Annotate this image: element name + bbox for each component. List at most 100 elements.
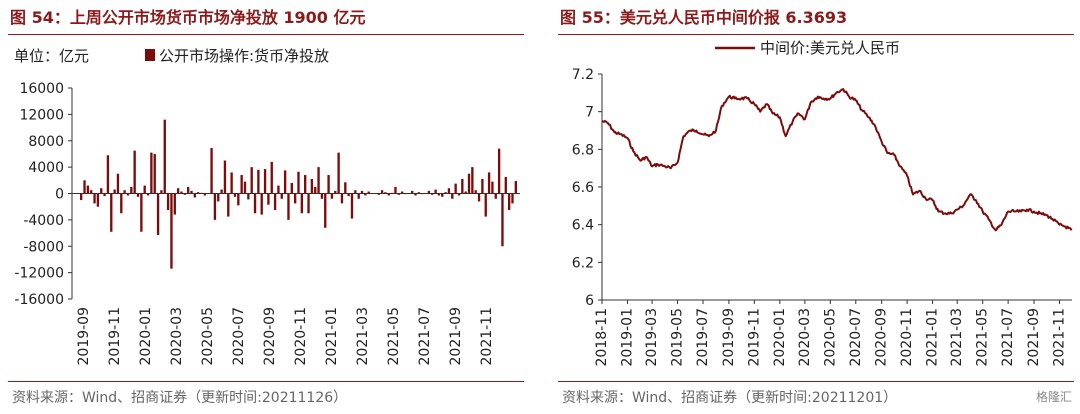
left-bar <box>431 193 434 195</box>
left-bar <box>464 191 467 194</box>
left-bar <box>80 193 83 201</box>
left-bar <box>310 178 314 194</box>
left-bar <box>126 193 130 196</box>
right-x-tick-label: 2019-11 <box>746 308 762 367</box>
right-x-tick-label: 2021-03 <box>949 308 965 367</box>
right-y-tick-label: 6.6 <box>572 180 594 196</box>
left-bar <box>150 152 153 194</box>
left-bar <box>207 193 210 194</box>
left-bar <box>170 193 173 269</box>
left-bar <box>394 186 397 194</box>
left-bar <box>233 193 237 197</box>
left-x-tick-label: 2021-11 <box>479 307 495 366</box>
left-source-text: 资料来源：Wind、招商证券（更新时间:20211126） <box>12 390 348 406</box>
left-x-tick-label: 2020-09 <box>262 307 278 366</box>
left-bar <box>507 193 511 210</box>
left-bar <box>327 175 330 194</box>
left-bar <box>163 119 166 194</box>
right-x-tick-label: 2021-05 <box>975 308 991 367</box>
left-x-tick-label: 2021-09 <box>448 307 464 366</box>
left-bar <box>260 193 263 215</box>
left-bar <box>497 148 501 194</box>
left-bar <box>484 193 487 217</box>
left-bar <box>146 193 150 196</box>
left-bar <box>140 193 143 232</box>
left-bar <box>176 188 180 194</box>
left-bar <box>96 193 100 207</box>
left-bar <box>273 193 277 210</box>
right-x-tick-label: 2019-07 <box>695 308 711 367</box>
left-bar <box>86 185 90 194</box>
left-x-tick-label: 2020-05 <box>200 307 216 366</box>
left-y-tick-label: -8000 <box>23 239 64 255</box>
left-bar <box>504 177 507 194</box>
left-bar <box>243 181 247 194</box>
left-bar <box>160 190 163 194</box>
left-x-tick-label: 2021-07 <box>417 307 433 366</box>
left-bar <box>197 192 200 194</box>
left-bar <box>113 189 116 194</box>
left-y-tick-label: -16000 <box>14 292 64 308</box>
right-x-tick-label: 2021-11 <box>1051 308 1067 367</box>
left-bar <box>474 190 477 194</box>
left-bar <box>314 186 317 194</box>
left-x-tick-label: 2020-01 <box>138 307 154 366</box>
left-source-rule <box>8 381 524 382</box>
left-bar <box>230 172 233 194</box>
left-bar <box>340 193 344 204</box>
left-y-tick-label: 8000 <box>28 134 64 150</box>
left-bar <box>227 193 230 217</box>
left-bar <box>330 193 334 199</box>
left-bar <box>213 193 217 220</box>
left-bar <box>120 193 123 214</box>
left-bar <box>283 170 287 194</box>
left-legend-label: 公开市场操作:货币净投放 <box>159 47 329 65</box>
left-bar <box>257 169 260 194</box>
left-bar <box>434 189 437 194</box>
left-bar <box>223 160 227 194</box>
right-x-tick-label: 2019-09 <box>721 308 737 367</box>
left-bar <box>293 193 297 204</box>
left-bar <box>427 190 431 194</box>
left-bar <box>400 191 404 194</box>
right-y-tick-label: 7.2 <box>572 67 594 83</box>
left-bar <box>411 190 414 194</box>
left-bar <box>297 171 300 194</box>
left-bar <box>130 186 133 194</box>
right-x-tick-label: 2018-11 <box>594 308 610 367</box>
left-bar <box>287 193 290 220</box>
left-bar <box>324 193 327 228</box>
left-y-tick-label: 4000 <box>28 160 64 176</box>
right-panel: 图 55：美元兑人民币中间价报 6.3693 中间价:美元兑人民币 7.2 7 6.8… <box>550 0 1080 414</box>
left-bar <box>280 193 283 199</box>
left-bar <box>354 190 357 194</box>
left-bar <box>467 173 471 194</box>
left-unit-label: 单位：亿元 <box>14 47 89 65</box>
right-source-text: 资料来源：Wind、招商证券（更新时间:20211201） <box>562 390 898 406</box>
left-bar <box>337 152 340 194</box>
left-bar <box>83 180 86 194</box>
left-x-tick-label: 2019-11 <box>107 307 123 366</box>
right-x-tick-label: 2020-09 <box>874 308 890 367</box>
left-bar <box>491 181 494 194</box>
left-bar <box>136 193 140 197</box>
left-bar <box>441 193 444 197</box>
right-x-tick-label: 2020-11 <box>899 308 915 367</box>
left-y-tick-label: -4000 <box>23 213 64 229</box>
left-bar <box>404 193 407 195</box>
right-title-rule <box>558 34 1074 35</box>
right-x-tick-label: 2020-01 <box>772 308 788 367</box>
left-bar <box>514 180 517 194</box>
left-x-tick-label: 2021-03 <box>355 307 371 366</box>
left-bar <box>220 189 223 194</box>
left-panel: 图 54：上周公开市场货币市场净投放 1900 亿元 单位：亿元 公开市场操作:货… <box>0 0 530 414</box>
left-bar <box>380 190 384 194</box>
right-x-tick-label: 2020-07 <box>848 308 864 367</box>
left-bar <box>334 190 337 194</box>
left-x-tick-label: 2021-01 <box>324 307 340 366</box>
left-legend-swatch <box>145 49 155 61</box>
left-bar <box>277 185 280 194</box>
left-bar <box>250 167 253 194</box>
left-bar <box>290 182 293 194</box>
